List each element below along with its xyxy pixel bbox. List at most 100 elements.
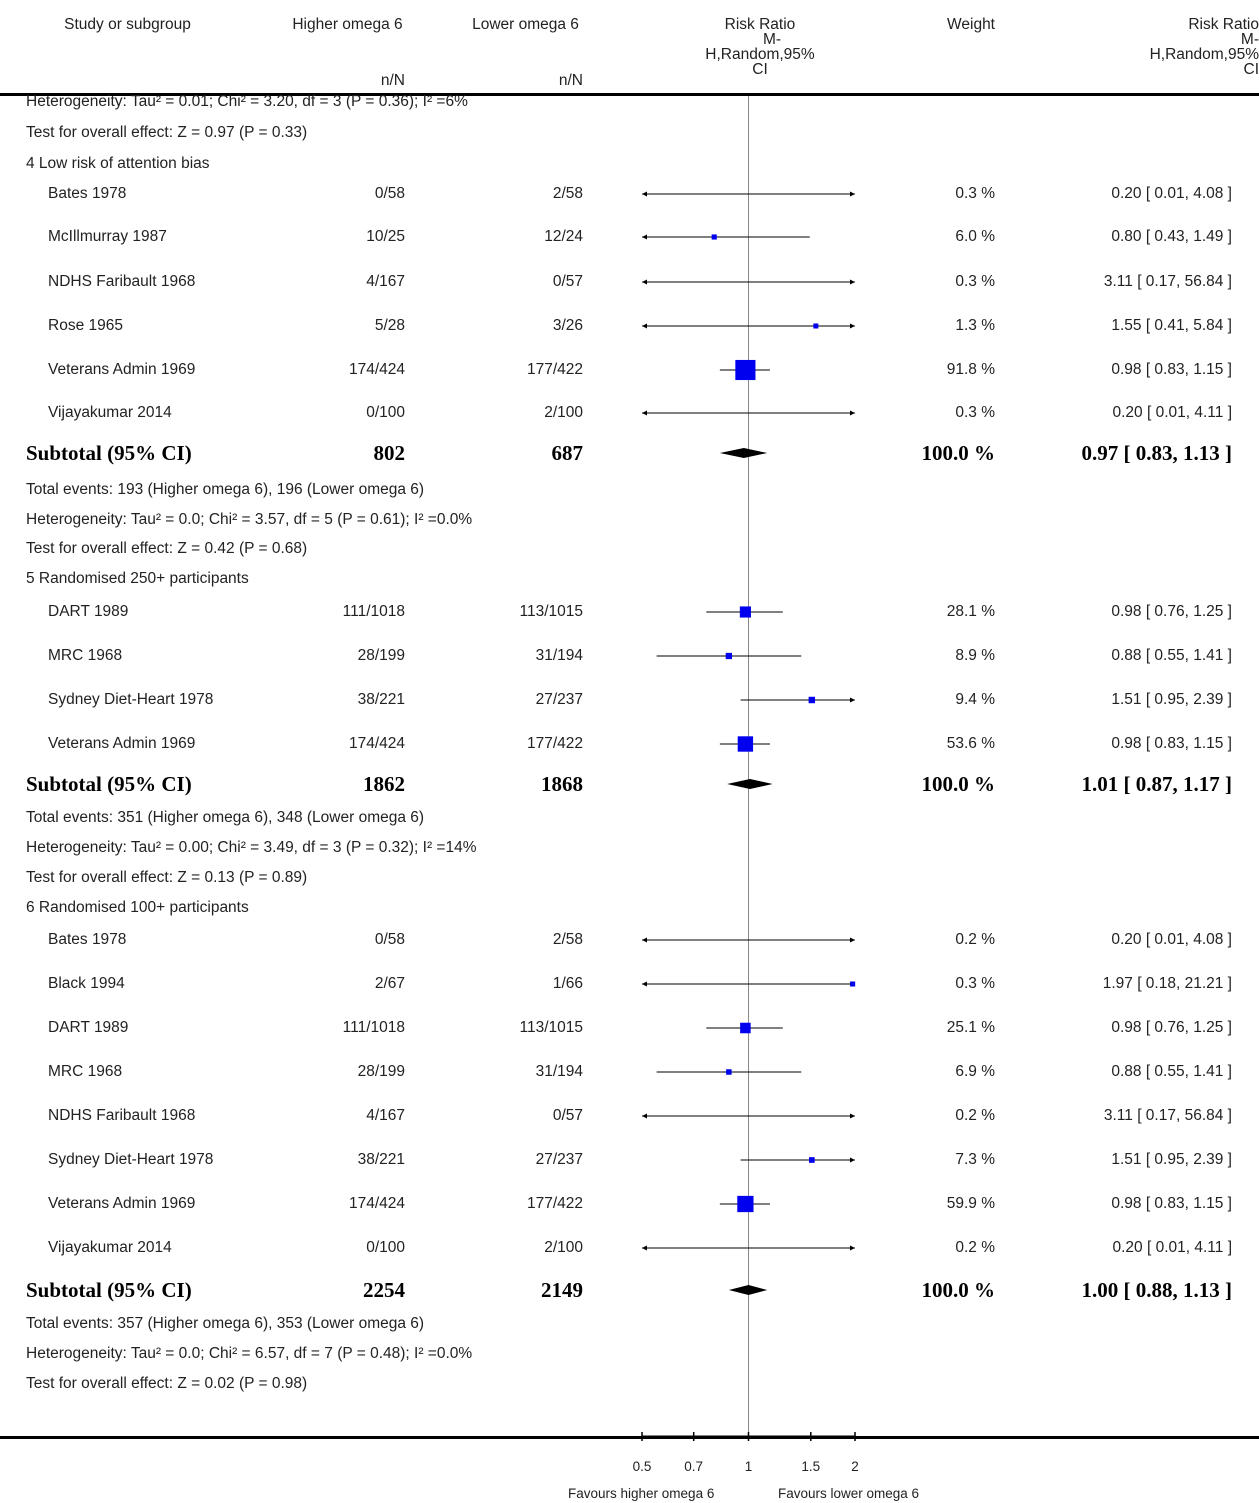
x-tick-label: 1	[744, 1459, 753, 1474]
weight-value: 53.6 %	[946, 735, 995, 752]
risk-ratio-ci: 0.88 [ 0.55, 1.41 ]	[1111, 647, 1232, 664]
ci-arrow-left	[642, 191, 647, 197]
weight-value: 0.2 %	[955, 1107, 995, 1124]
subtotal-label: Subtotal (95% CI)	[26, 772, 192, 796]
study-marker	[711, 234, 717, 240]
subgroup-label: 6 Randomised 100+ participants	[26, 899, 249, 916]
ci-arrow-right	[850, 1157, 855, 1163]
weight-value: 100.0 %	[921, 772, 996, 796]
stat-text: Heterogeneity: Tau² = 0.0; Chi² = 3.57, …	[26, 511, 473, 528]
stat-text: Test for overall effect: Z = 0.13 (P = 0…	[26, 869, 308, 886]
ci-arrow-left	[642, 234, 647, 240]
weight-value: 6.9 %	[955, 1063, 995, 1080]
stat-text: Heterogeneity: Tau² = 0.0; Chi² = 6.57, …	[26, 1345, 473, 1362]
n-lower-omega6: 0/57	[552, 1107, 583, 1124]
n-lower-omega6: 0/57	[552, 273, 583, 290]
ci-arrow-left	[642, 279, 647, 285]
n-higher-omega6: 28/199	[357, 647, 405, 664]
n-higher-omega6: 5/28	[374, 317, 405, 334]
n-lower-omega6: 27/237	[535, 691, 583, 708]
weight-value: 6.0 %	[955, 228, 995, 245]
stat-text: Test for overall effect: Z = 0.97 (P = 0…	[26, 124, 308, 141]
header-rr-plot: Risk Ratio M- H,Random,95% CI	[680, 17, 840, 78]
favours-left-label: Favours higher omega 6	[568, 1486, 715, 1501]
n-higher-omega6: 0/100	[366, 1239, 405, 1256]
n-lower-omega6: 31/194	[535, 1063, 583, 1080]
stat-text: Heterogeneity: Tau² = 0.00; Chi² = 3.49,…	[26, 839, 477, 856]
footer-rule	[0, 1436, 1259, 1439]
header-rr-text-line4: CI	[1243, 61, 1259, 78]
header-weight: Weight	[947, 16, 995, 33]
risk-ratio-ci: 1.97 [ 0.18, 21.21 ]	[1102, 975, 1232, 992]
stat-text: Test for overall effect: Z = 0.02 (P = 0…	[26, 1375, 308, 1392]
subtotal-diamond	[719, 448, 768, 458]
n-higher-omega6: 28/199	[357, 1063, 405, 1080]
study-name: Bates 1978	[48, 931, 127, 948]
n-higher-omega6: 174/424	[348, 1195, 405, 1212]
n-lower-omega6: 2149	[541, 1278, 583, 1302]
risk-ratio-ci: 0.97 [ 0.83, 1.13 ]	[1081, 441, 1233, 465]
subgroup-label: 5 Randomised 250+ participants	[26, 570, 249, 587]
risk-ratio-ci: 1.01 [ 0.87, 1.17 ]	[1081, 772, 1233, 796]
study-marker	[808, 1157, 815, 1163]
ci-arrow-right	[850, 279, 855, 285]
study-name: Veterans Admin 1969	[48, 735, 196, 752]
n-higher-omega6: 4/167	[366, 273, 405, 290]
study-marker	[808, 696, 816, 704]
weight-value: 91.8 %	[946, 361, 995, 378]
n-higher-omega6: 0/58	[374, 185, 405, 202]
subtotal-label: Subtotal (95% CI)	[26, 441, 192, 465]
n-lower-omega6: 3/26	[552, 317, 583, 334]
header-nN-higher: n/N	[380, 72, 405, 89]
weight-value: 25.1 %	[946, 1019, 995, 1036]
risk-ratio-ci: 0.98 [ 0.83, 1.15 ]	[1111, 735, 1232, 752]
study-name: MRC 1968	[48, 1063, 123, 1080]
study-name: McIllmurray 1987	[48, 228, 167, 245]
header-rr-text-line2: M-	[1240, 31, 1259, 48]
ci-arrow-right	[850, 410, 855, 416]
header-rr-text-line3: H,Random,95%	[1149, 46, 1259, 63]
n-lower-omega6: 177/422	[526, 735, 583, 752]
ci-arrow-left	[642, 410, 647, 416]
n-higher-omega6: 0/100	[366, 404, 405, 421]
weight-value: 1.3 %	[955, 317, 995, 334]
weight-value: 8.9 %	[955, 647, 995, 664]
header-rr-text-line1: Risk Ratio	[1188, 16, 1259, 33]
ci-arrow-right	[850, 1113, 855, 1119]
n-higher-omega6: 38/221	[357, 1151, 405, 1168]
n-higher-omega6: 1862	[363, 772, 405, 796]
risk-ratio-ci: 0.98 [ 0.76, 1.25 ]	[1111, 603, 1232, 620]
risk-ratio-ci: 3.11 [ 0.17, 56.84 ]	[1103, 273, 1232, 290]
ci-arrow-left	[642, 981, 647, 987]
risk-ratio-ci: 1.00 [ 0.88, 1.13 ]	[1081, 1278, 1233, 1302]
ci-arrow-left	[642, 1113, 647, 1119]
stat-text: Total events: 357 (Higher omega 6), 353 …	[26, 1315, 425, 1332]
risk-ratio-ci: 0.20 [ 0.01, 4.08 ]	[1111, 185, 1232, 202]
weight-value: 100.0 %	[921, 441, 996, 465]
ci-arrow-left	[642, 323, 647, 329]
header-rr-text: Risk Ratio M- H,Random,95% CI	[1099, 16, 1259, 78]
n-lower-omega6: 1/66	[552, 975, 583, 992]
n-higher-omega6: 802	[373, 441, 406, 465]
ci-arrow-right	[850, 191, 855, 197]
n-higher-omega6: 111/1018	[342, 1019, 405, 1036]
n-lower-omega6: 31/194	[535, 647, 583, 664]
ci-arrow-right	[850, 697, 855, 703]
weight-value: 7.3 %	[955, 1151, 995, 1168]
stat-text: Total events: 351 (Higher omega 6), 348 …	[26, 809, 425, 826]
risk-ratio-ci: 0.80 [ 0.43, 1.49 ]	[1111, 228, 1232, 245]
subgroup-label: 4 Low risk of attention bias	[26, 155, 210, 172]
header-rule	[0, 93, 1259, 96]
n-lower-omega6: 12/24	[544, 228, 583, 245]
study-name: Sydney Diet-Heart 1978	[48, 691, 214, 708]
n-higher-omega6: 111/1018	[342, 603, 405, 620]
subtotal-label: Subtotal (95% CI)	[26, 1278, 192, 1302]
risk-ratio-ci: 1.51 [ 0.95, 2.39 ]	[1111, 1151, 1232, 1168]
x-tick-label: 0.5	[632, 1459, 652, 1474]
risk-ratio-ci: 0.88 [ 0.55, 1.41 ]	[1111, 1063, 1232, 1080]
study-name: Bates 1978	[48, 185, 127, 202]
n-lower-omega6: 113/1015	[519, 603, 584, 620]
study-name: Veterans Admin 1969	[48, 1195, 196, 1212]
stat-text: Test for overall effect: Z = 0.42 (P = 0…	[26, 540, 308, 557]
